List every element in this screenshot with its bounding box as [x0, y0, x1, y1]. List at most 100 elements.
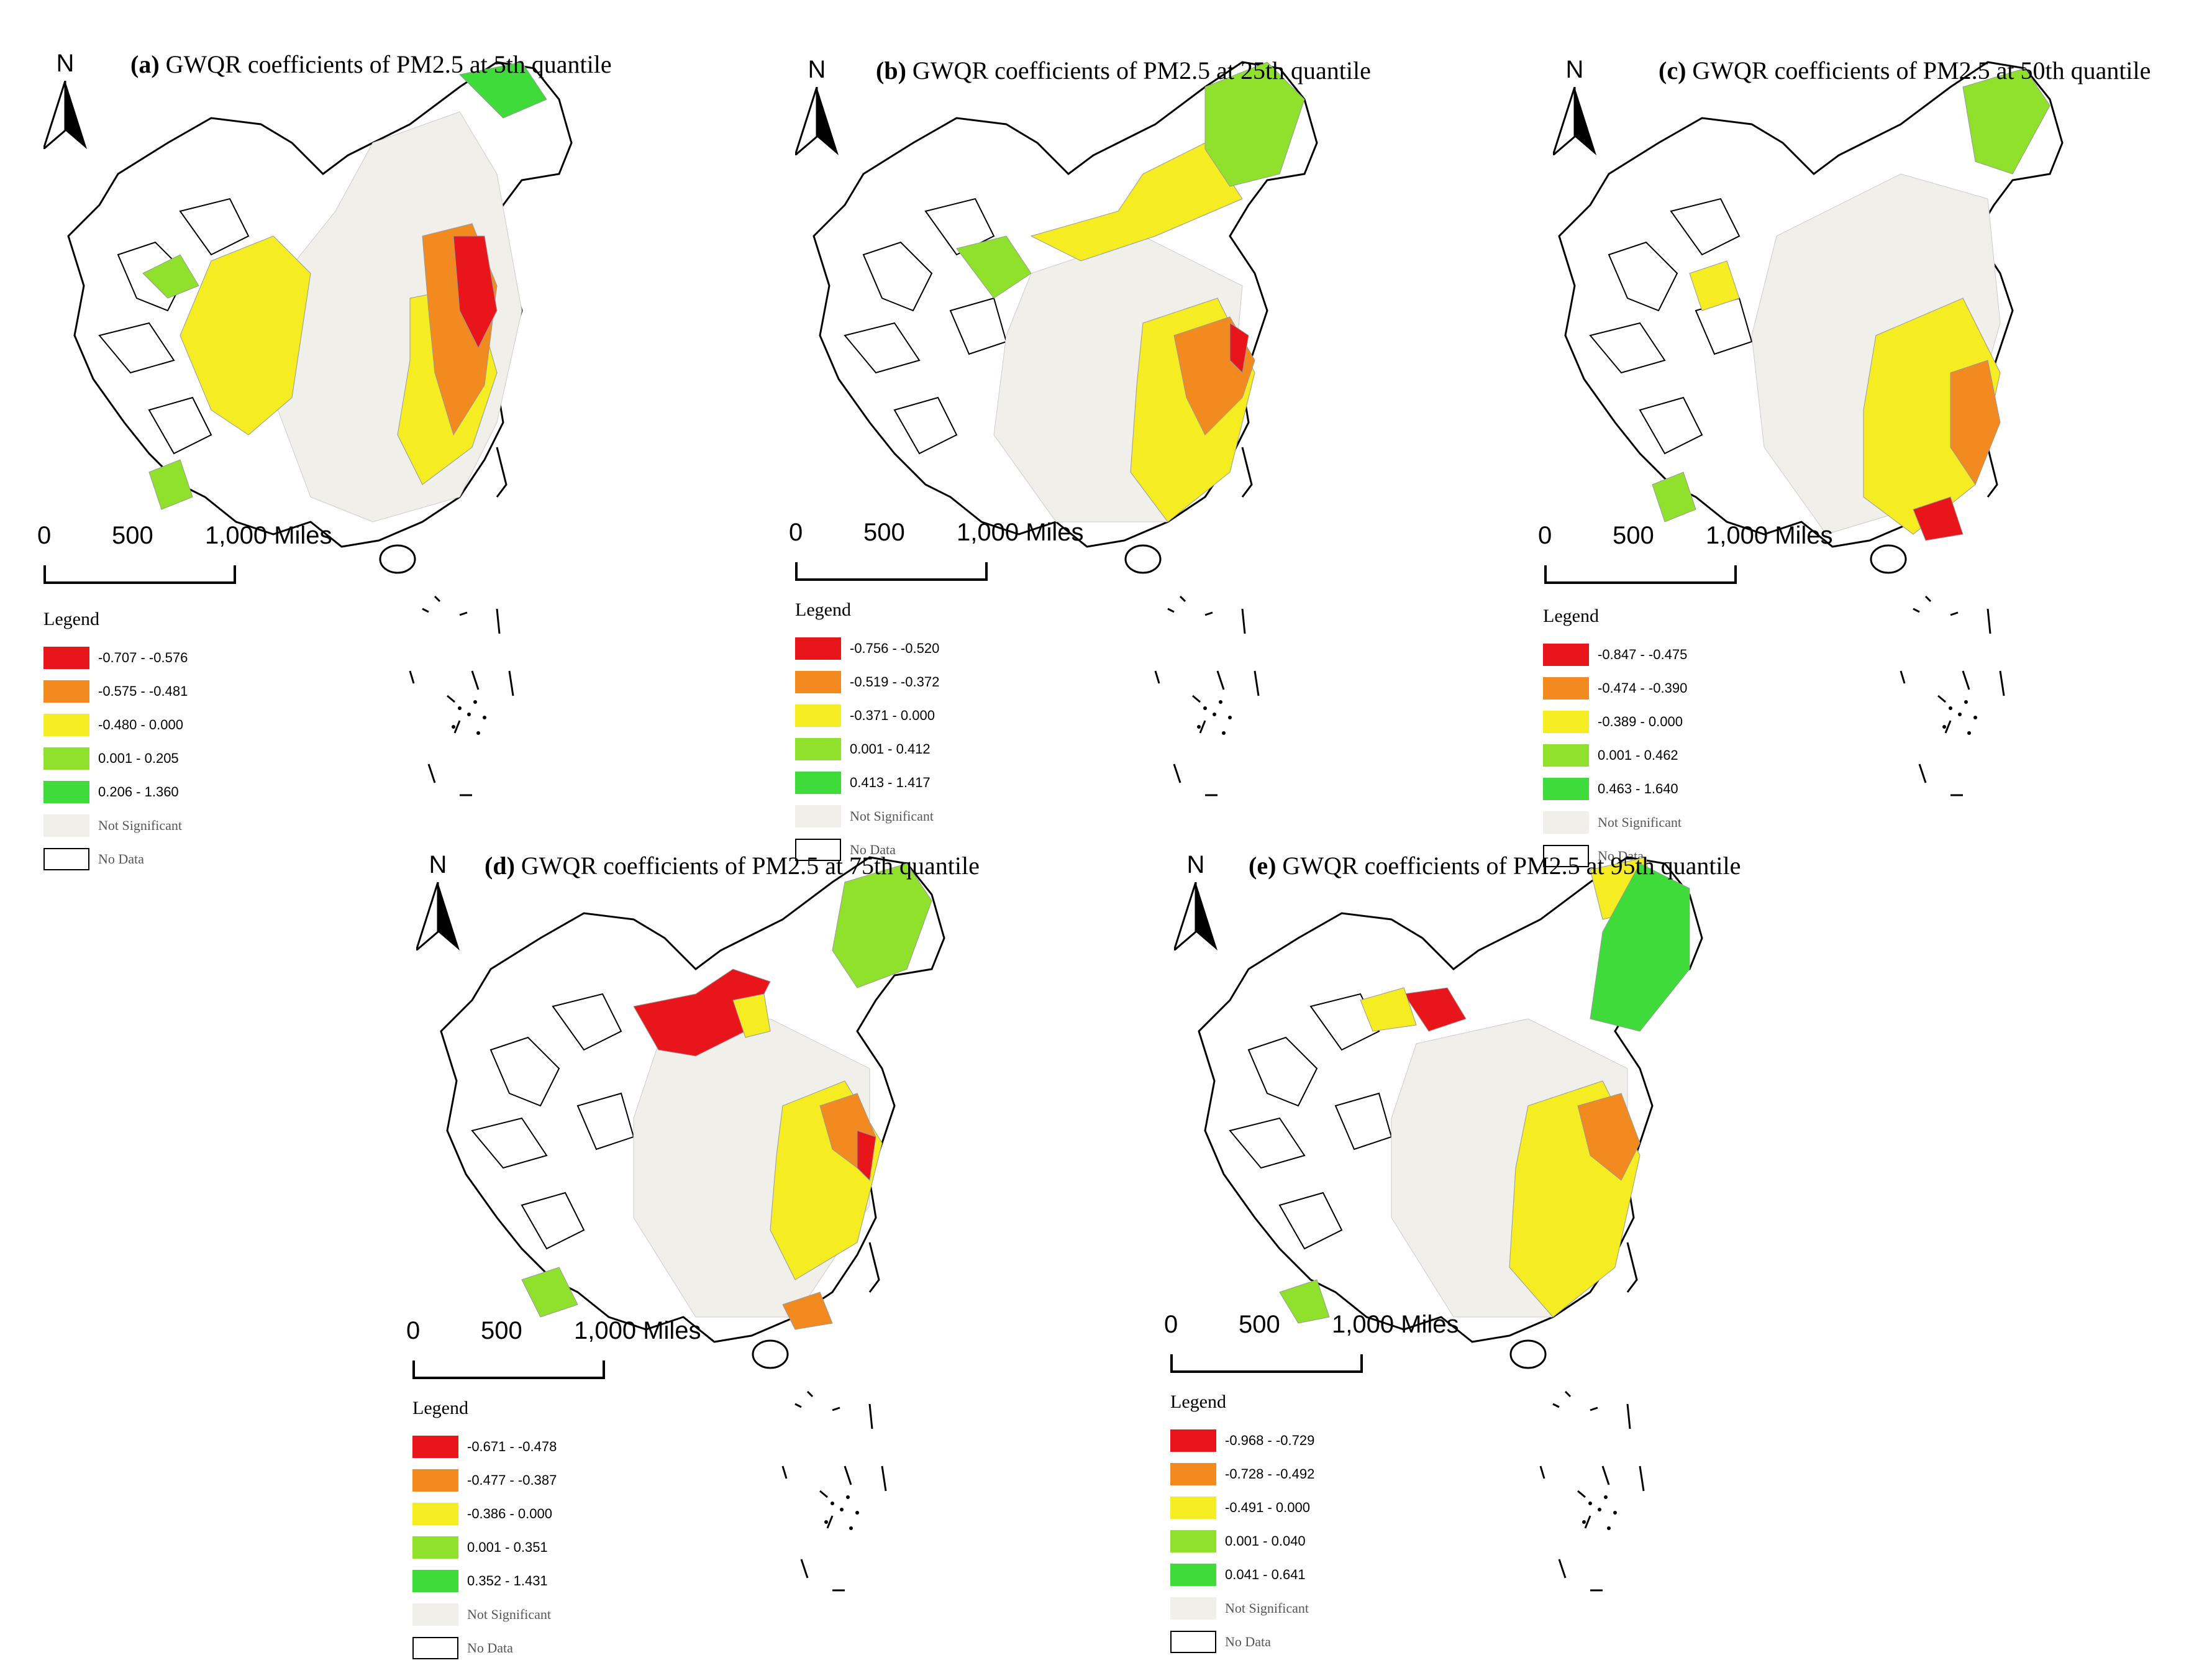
scale-line: [412, 1360, 605, 1379]
legend-label: 0.206 - 1.360: [98, 784, 179, 800]
legend-swatch: [43, 647, 89, 669]
map-panel-b: (b) GWQR coefficients of PM2.5 at 25th q…: [770, 50, 1491, 870]
legend-swatch: [795, 671, 841, 693]
region-class4: [956, 235, 1032, 299]
china-map-d: [440, 856, 945, 1592]
panel-title: (d) GWQR coefficients of PM2.5 at 75th q…: [485, 851, 980, 880]
legend-item: Not Significant: [1170, 1592, 1419, 1625]
legend-swatch: [412, 1436, 458, 1458]
legend-item: -0.968 - -0.729: [1170, 1424, 1419, 1457]
legend-label: -0.371 - 0.000: [850, 708, 935, 723]
legend-swatch: [1170, 1631, 1216, 1653]
map-panel-a: (a) GWQR coefficients of PM2.5 at 5th qu…: [25, 50, 745, 870]
legend-label: 0.001 - 0.205: [98, 750, 179, 766]
legend-swatch: [1543, 711, 1589, 733]
scale-zero: 0: [789, 519, 803, 546]
legend-item: -0.756 - -0.520: [795, 632, 1044, 665]
legend-swatch: [1170, 1497, 1216, 1519]
legend-label: -0.386 - 0.000: [467, 1506, 552, 1521]
legend-swatch: [1543, 811, 1589, 834]
legend-swatch: [1543, 744, 1589, 767]
legend-item: -0.474 - -0.390: [1543, 672, 1791, 705]
panel-title: (e) GWQR coefficients of PM2.5 at 95th q…: [1249, 851, 1741, 880]
legend-swatch: [1170, 1597, 1216, 1620]
panel-title-text: GWQR coefficients of PM2.5 at 95th quant…: [1282, 852, 1741, 880]
legend-item: 0.001 - 0.462: [1543, 739, 1791, 772]
scale-bar: 0 500 1,000 Miles: [406, 1317, 754, 1385]
region-class2: [1950, 360, 2001, 486]
north-arrow-icon: [43, 81, 87, 149]
legend-swatch: [43, 747, 89, 770]
map-panel-e: (e) GWQR coefficients of PM2.5 at 95th q…: [1155, 845, 1876, 1665]
legend-label: -0.389 - 0.000: [1598, 714, 1683, 729]
legend-swatch: [1543, 677, 1589, 700]
legend-label: -0.575 - -0.481: [98, 683, 188, 699]
legend-item: -0.575 - -0.481: [43, 675, 292, 708]
legend-swatch: [1170, 1564, 1216, 1586]
map-panel-d: (d) GWQR coefficients of PM2.5 at 75th q…: [398, 845, 1118, 1665]
legend: Legend -0.968 - -0.729 -0.728 - -0.492 -…: [1170, 1392, 1419, 1659]
legend-label: -0.756 - -0.520: [850, 640, 940, 656]
panel-label: (c): [1659, 57, 1686, 84]
panel-title-text: GWQR coefficients of PM2.5 at 5th quanti…: [165, 50, 612, 78]
scale-bar: 0 500 1,000 Miles: [37, 522, 385, 590]
legend-swatch: [43, 814, 89, 837]
scale-mid: 500: [1613, 522, 1654, 549]
legend-label: Not Significant: [1225, 1600, 1309, 1616]
scale-end: 1,000 Miles: [1332, 1311, 1459, 1338]
legend-swatch: [43, 680, 89, 703]
north-arrow: N: [1553, 56, 1596, 155]
legend-item: -0.519 - -0.372: [795, 665, 1044, 699]
region-class3: [732, 993, 771, 1038]
region-class4: [1204, 62, 1305, 187]
china-map-a: [67, 61, 573, 796]
legend-swatch: [795, 805, 841, 827]
scale-zero: 0: [37, 522, 52, 549]
panel-label: (a): [130, 50, 160, 78]
legend-swatch: [795, 637, 841, 660]
legend-label: No Data: [467, 1640, 513, 1656]
legend-label: -0.968 - -0.729: [1225, 1433, 1315, 1448]
legend-item: 0.001 - 0.040: [1170, 1524, 1419, 1558]
north-arrow: N: [416, 851, 460, 950]
legend-swatch: [43, 781, 89, 803]
panel-label: (b): [876, 57, 906, 84]
legend-label: No Data: [98, 851, 144, 867]
panel-title-text: GWQR coefficients of PM2.5 at 75th quant…: [521, 852, 980, 880]
legend-item: 0.352 - 1.431: [412, 1564, 661, 1598]
scale-zero: 0: [406, 1317, 421, 1344]
china-map-b: [812, 61, 1318, 796]
panel-title-text: GWQR coefficients of PM2.5 at 25th quant…: [912, 57, 1371, 84]
legend-label: 0.352 - 1.431: [467, 1573, 548, 1588]
legend-title: Legend: [1543, 606, 1599, 626]
legend-swatch: [412, 1503, 458, 1525]
legend-item: -0.389 - 0.000: [1543, 705, 1791, 739]
legend-swatch: [412, 1570, 458, 1592]
legend-label: -0.474 - -0.390: [1598, 680, 1688, 696]
legend-swatch: [795, 704, 841, 727]
legend-item: 0.041 - 0.641: [1170, 1558, 1419, 1592]
region-class1: [1229, 322, 1249, 374]
legend-item: 0.001 - 0.412: [795, 732, 1044, 766]
region-class2: [1577, 1093, 1641, 1181]
legend-label: -0.847 - -0.475: [1598, 647, 1688, 662]
legend-swatch: [1170, 1463, 1216, 1485]
north-label: N: [1565, 56, 1584, 83]
scale-end: 1,000 Miles: [957, 519, 1084, 546]
legend-swatch: [412, 1637, 458, 1659]
legend-item: -0.728 - -0.492: [1170, 1457, 1419, 1491]
legend-label: -0.477 - -0.387: [467, 1472, 557, 1488]
scale-zero: 0: [1538, 522, 1552, 549]
panel-title: (b) GWQR coefficients of PM2.5 at 25th q…: [876, 56, 1371, 85]
region-class4: [458, 62, 547, 119]
scale-mid: 500: [863, 519, 905, 546]
scale-mid: 500: [112, 522, 153, 549]
legend-label: 0.001 - 0.351: [467, 1539, 548, 1555]
legend-swatch: [1543, 778, 1589, 800]
north-arrow-icon: [1174, 882, 1218, 950]
region-class4: [832, 863, 932, 988]
legend-item: Not Significant: [43, 809, 292, 842]
scale-end: 1,000 Miles: [1706, 522, 1833, 549]
legend: Legend -0.847 - -0.475 -0.474 - -0.390 -…: [1543, 606, 1791, 873]
region-class4: [521, 1267, 578, 1318]
